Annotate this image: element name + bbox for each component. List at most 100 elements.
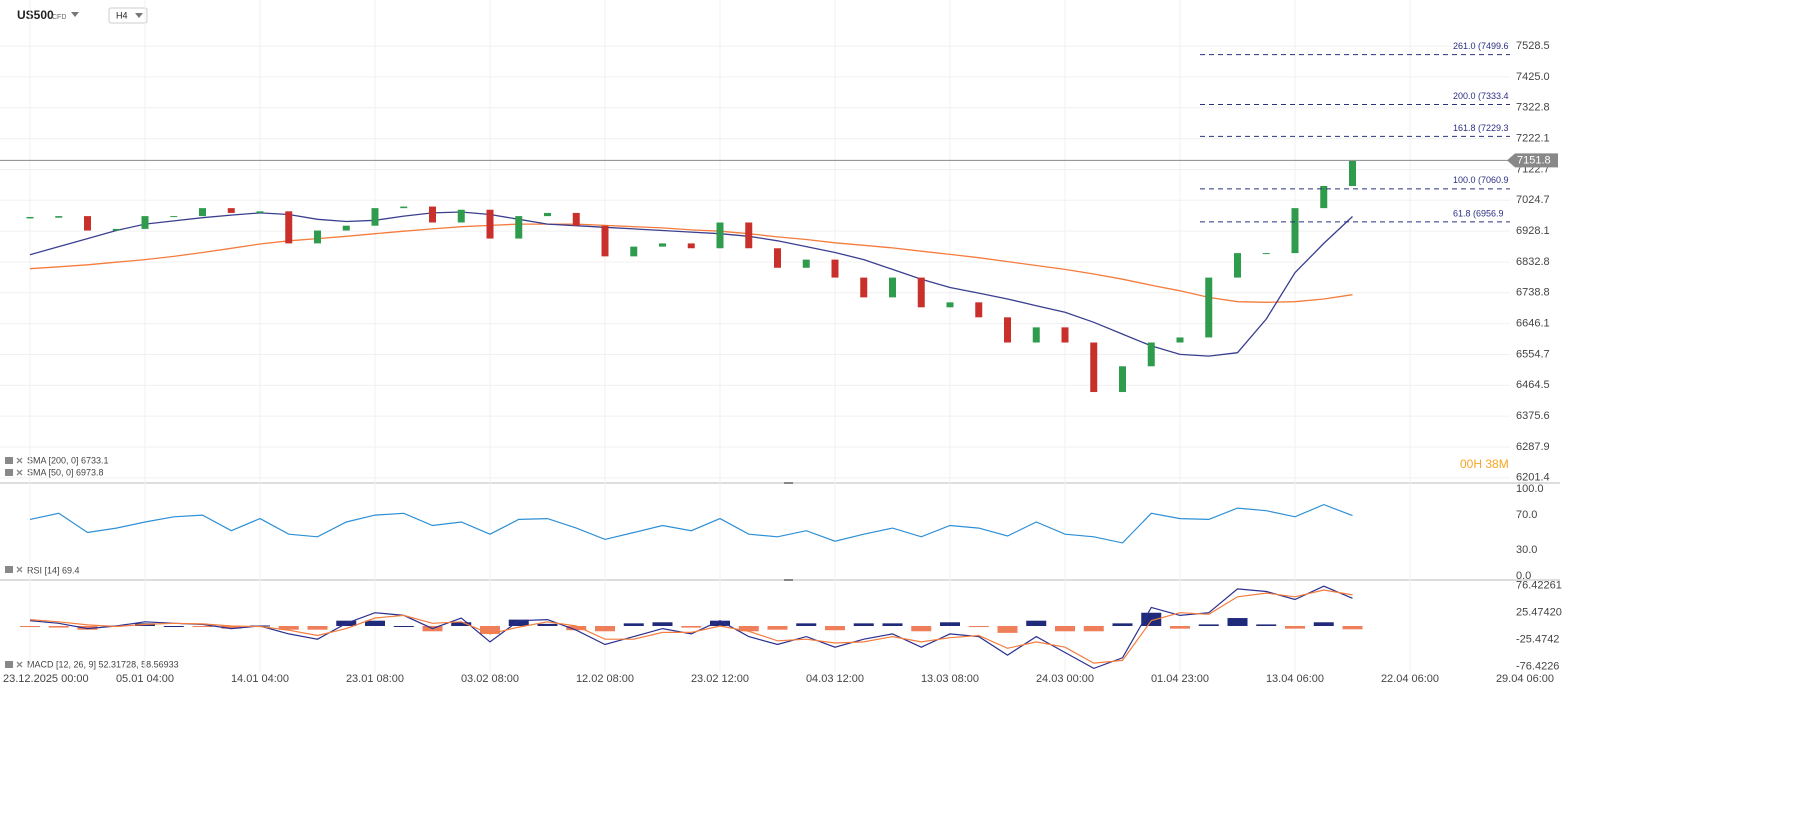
- candle: [1147, 342, 1155, 367]
- histogram-bar: [1198, 624, 1219, 626]
- histogram-bar: [595, 625, 615, 632]
- histogram-bar: [1313, 622, 1334, 626]
- y-tick-label: 76.42261: [1516, 579, 1562, 591]
- x-tick-label: 13.03 08:00: [921, 673, 979, 685]
- candle: [170, 216, 178, 218]
- candle: [802, 259, 810, 268]
- candle: [1291, 208, 1299, 254]
- x-tick-label: 12.02 08:00: [576, 673, 634, 685]
- candle: [342, 225, 350, 231]
- timeframe[interactable]: H4: [116, 10, 128, 20]
- candle: [889, 277, 896, 298]
- histogram-bar: [652, 622, 673, 626]
- histogram-bar: [738, 625, 759, 632]
- histogram-bar: [968, 625, 989, 628]
- x-tick-label: 23.01 08:00: [346, 673, 404, 685]
- y-tick-label: -25.4742: [1516, 633, 1559, 645]
- candle: [1234, 253, 1241, 278]
- fib-label: 161.8 (7229.3: [1453, 123, 1509, 133]
- histogram-bar: [278, 625, 299, 630]
- candle: [831, 259, 839, 278]
- histogram-bar: [163, 625, 184, 627]
- candle: [1205, 277, 1213, 338]
- histogram-bar: [451, 622, 472, 626]
- histogram-bar: [221, 625, 242, 629]
- histogram-bar: [192, 625, 213, 627]
- y-tick-label: 6832.8: [1516, 256, 1550, 268]
- candle: [1004, 317, 1011, 343]
- candle: [486, 209, 494, 239]
- candle: [1119, 366, 1126, 393]
- histogram-bar: [767, 625, 788, 630]
- candle: [371, 208, 379, 226]
- y-tick-label: 6738.8: [1516, 287, 1550, 299]
- candle: [946, 302, 954, 308]
- histogram-bar: [480, 625, 500, 634]
- candle: [199, 208, 206, 217]
- y-tick-label: 25.47420: [1516, 606, 1562, 618]
- candle: [1061, 327, 1069, 343]
- legend-icons: [5, 457, 23, 668]
- y-tick-label: 6375.6: [1516, 410, 1550, 422]
- sma50-legend[interactable]: SMA [50, 0] 6973.8: [27, 467, 104, 477]
- sma200-legend[interactable]: SMA [200, 0] 6733.1: [27, 455, 109, 465]
- plot-area: 261.0 (7499.6 200.0 (7333.4 161.8 (7229.3 1…: [0, 0, 1510, 672]
- candle: [515, 216, 523, 239]
- x-tick-label: 14.01 04:00: [231, 673, 289, 685]
- candle-timer: 00H 38M: [1460, 457, 1509, 471]
- candle: [745, 222, 753, 249]
- fib-label: 261.0 (7499.6: [1453, 41, 1509, 51]
- histogram-bar: [623, 623, 644, 626]
- dropdown-arrow[interactable]: [135, 13, 143, 18]
- histogram-bar: [1083, 625, 1104, 632]
- y-tick-label: 0.0: [1516, 570, 1531, 582]
- candle: [457, 209, 465, 223]
- histogram-bar: [1170, 625, 1190, 629]
- x-tick-label: 05.01 04:00: [116, 673, 174, 685]
- timeframe-box[interactable]: [108, 7, 148, 24]
- x-tick-label: 03.02 08:00: [461, 673, 519, 685]
- histogram-bar: [20, 625, 40, 628]
- histogram-bar: [537, 623, 558, 626]
- fib-label: 100.0 (7060.9: [1453, 175, 1509, 185]
- y-tick-label: 6928.1: [1516, 225, 1550, 237]
- candle: [55, 216, 63, 218]
- resize-handle[interactable]: [784, 482, 793, 484]
- y-tick-label: 6287.9: [1516, 441, 1550, 453]
- candle: [256, 211, 264, 213]
- macd-legend[interactable]: MACD [12, 26, 9] 52.31728, 58.56933: [27, 659, 179, 669]
- candle: [314, 230, 321, 244]
- candle: [1176, 337, 1184, 343]
- rsi-legend[interactable]: RSI [14] 69.4: [27, 565, 80, 575]
- candle: [285, 211, 293, 244]
- histogram-bar: [1227, 618, 1248, 626]
- candle: [572, 212, 580, 226]
- y-tick-label: 70.0: [1516, 509, 1537, 521]
- histogram-bar: [1342, 625, 1363, 630]
- histogram-bar: [911, 625, 932, 632]
- candle: [1320, 185, 1328, 209]
- histogram-bar: [710, 620, 730, 626]
- candle: [141, 216, 149, 229]
- candle: [400, 206, 408, 209]
- y-tick-label: 7322.8: [1516, 102, 1550, 114]
- candle: [659, 243, 666, 247]
- x-tick-label: 01.04 23:00: [1151, 673, 1209, 685]
- symbol[interactable]: US500: [17, 8, 54, 22]
- histogram-bar: [1285, 625, 1305, 629]
- histogram-bar: [1112, 623, 1133, 626]
- x-tick-label: 29.04 06:00: [1496, 673, 1554, 685]
- indicator-line: [29, 589, 1353, 664]
- candle: [917, 277, 925, 308]
- fib-label: 61.8 (6956.9: [1453, 208, 1504, 218]
- y-tick-label: -76.4226: [1516, 660, 1559, 672]
- histogram-bar: [940, 622, 960, 626]
- y-tick-label: 7425.0: [1516, 71, 1550, 83]
- y-tick-label: 100.0: [1516, 483, 1544, 495]
- candle: [227, 208, 235, 213]
- last-price-label: 7151.8: [1517, 154, 1551, 166]
- resize-handle[interactable]: [784, 579, 793, 581]
- histogram-bar: [1026, 620, 1047, 626]
- dropdown-arrow[interactable]: [71, 12, 79, 17]
